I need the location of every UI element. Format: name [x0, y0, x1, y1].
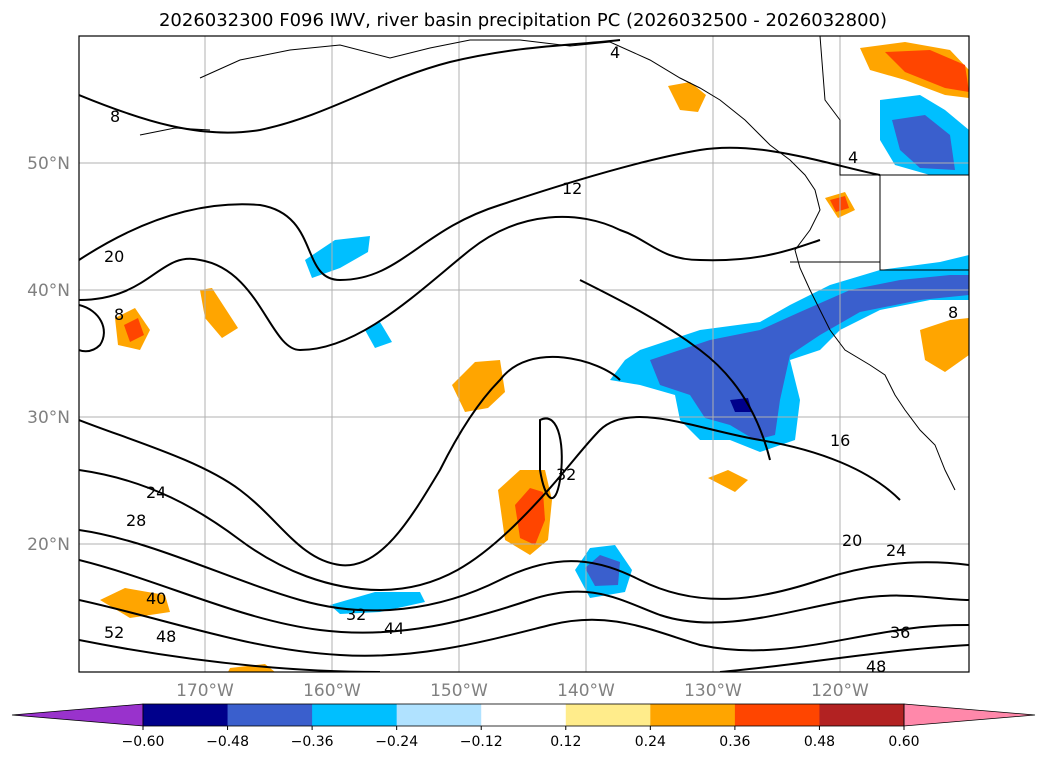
contour-label: 36	[890, 623, 910, 642]
map-panel: 4 8 12 4 20 8 24 28 32 40 52 48 32 44 16…	[79, 36, 969, 676]
colorbar-extend-max	[903, 703, 1036, 727]
contour-label: 32	[346, 605, 366, 624]
contour-label: 40	[146, 589, 166, 608]
colorbar-segment	[143, 704, 229, 726]
colorbar-segment	[481, 704, 567, 726]
colorbar-tick-label: −0.12	[460, 734, 503, 750]
contour-label: 16	[830, 431, 850, 450]
lon-label: 160°W	[303, 681, 361, 701]
colorbar-segment	[312, 704, 398, 726]
colorbar-tick-label: 0.36	[719, 734, 750, 750]
lon-label: 150°W	[430, 681, 488, 701]
contour-label: 24	[146, 483, 166, 502]
colorbar-tick-label: 0.48	[804, 734, 835, 750]
lon-label: 130°W	[684, 681, 742, 701]
contour-label: 28	[126, 511, 146, 530]
colorbar-segment	[227, 704, 313, 726]
contour-label: 4	[610, 43, 620, 62]
contour-label: 24	[886, 541, 906, 560]
colorbar-extend-min	[11, 703, 144, 727]
iwv-contours	[79, 39, 969, 672]
contour-label: 8	[948, 303, 958, 322]
colorbar-tick-label: 0.12	[550, 734, 581, 750]
negative-anomaly-shading	[305, 95, 969, 614]
lat-label: 20°N	[27, 535, 70, 555]
contour-label: 20	[104, 247, 124, 266]
longitude-labels: 170°W 160°W 150°W 140°W 130°W 120°W	[176, 681, 869, 701]
colorbar-ticks: −0.60 −0.48 −0.36 −0.24 −0.12 0.12 0.24 0.36 0.4…	[122, 726, 920, 750]
colorbar-tick-label: −0.24	[375, 734, 418, 750]
colorbar	[11, 703, 1036, 727]
colorbar-segment	[396, 704, 482, 726]
colorbar-frame	[142, 703, 905, 727]
figure-title: 2026032300 F096 IWV, river basin precipi…	[159, 10, 887, 31]
map-frame	[78, 35, 970, 673]
coastlines	[139, 36, 969, 491]
contour-label: 8	[110, 107, 120, 126]
contour-labels: 4 8 12 4 20 8 24 28 32 40 52 48 32 44 16…	[104, 43, 958, 676]
lat-label: 40°N	[27, 281, 70, 301]
lon-label: 120°W	[811, 681, 869, 701]
colorbar-segment	[650, 704, 736, 726]
graticule	[79, 36, 969, 672]
lat-label: 50°N	[27, 154, 70, 174]
lat-label: 30°N	[27, 408, 70, 428]
colorbar-tick-label: 0.24	[635, 734, 666, 750]
colorbar-tick-label: −0.36	[291, 734, 334, 750]
contour-label: 48	[866, 657, 886, 676]
colorbar-segment	[565, 704, 651, 726]
contour-label: 44	[384, 619, 404, 638]
positive-anomaly-shading	[100, 42, 969, 672]
colorbar-segment	[734, 704, 820, 726]
contour-label: 32	[556, 465, 576, 484]
colorbar-segment	[819, 704, 905, 726]
contour-label: 12	[562, 179, 582, 198]
latitude-labels: 50°N 40°N 30°N 20°N	[27, 154, 70, 555]
colorbar-tick-label: −0.60	[122, 734, 165, 750]
colorbar-tick-label: 0.60	[888, 734, 919, 750]
contour-label: 48	[156, 627, 176, 646]
contour-label: 20	[842, 531, 862, 550]
contour-label: 4	[848, 148, 858, 167]
colorbar-tick-label: −0.48	[206, 734, 249, 750]
contour-label: 52	[104, 623, 124, 642]
contour-label: 8	[114, 305, 124, 324]
lon-label: 140°W	[557, 681, 615, 701]
lon-label: 170°W	[176, 681, 234, 701]
